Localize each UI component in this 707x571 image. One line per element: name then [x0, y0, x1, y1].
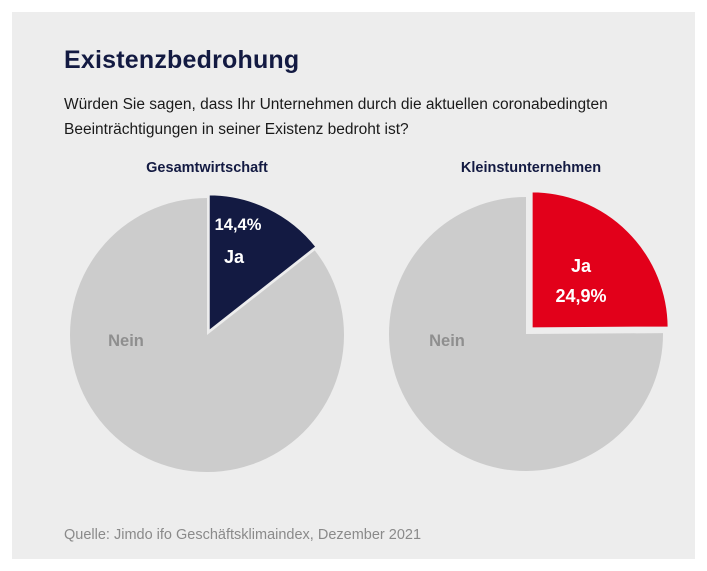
pie-gesamtwirtschaft: Gesamtwirtschaft 14,4% Ja Nein [70, 160, 345, 473]
chart-card: Existenzbedrohung Würden Sie sagen, dass… [12, 12, 695, 559]
pie-kleinstunternehmen: Kleinstunternehmen Ja 24,9% Nein [389, 160, 670, 471]
slice-ja-kleinstunternehmen [530, 190, 670, 330]
slice-nein-gesamtwirtschaft [70, 198, 345, 473]
slice-ja-gesamtwirtschaft [207, 193, 318, 334]
slice-label-ja-gesamtwirtschaft: Ja [224, 247, 245, 267]
pie-charts: Gesamtwirtschaft 14,4% Ja Nein Kleinstun… [70, 160, 670, 473]
pie-title-kleinstunternehmen: Kleinstunternehmen [461, 160, 601, 176]
slice-value-ja-kleinstunternehmen: 24,9% [555, 286, 606, 306]
slice-value-ja-gesamtwirtschaft: 14,4% [215, 216, 262, 234]
slice-label-nein-kleinstunternehmen: Nein [429, 332, 465, 350]
slice-label-nein-gesamtwirtschaft: Nein [108, 332, 144, 350]
survey-question: Würden Sie sagen, dass Ihr Unternehmen d… [64, 96, 608, 138]
chart-title: Existenzbedrohung [64, 46, 300, 74]
slice-nein-kleinstunternehmen [389, 197, 663, 471]
slice-label-ja-kleinstunternehmen: Ja [571, 256, 592, 276]
source-note: Quelle: Jimdo ifo Geschäftsklimaindex, D… [64, 527, 422, 543]
pie-title-gesamtwirtschaft: Gesamtwirtschaft [146, 160, 268, 176]
